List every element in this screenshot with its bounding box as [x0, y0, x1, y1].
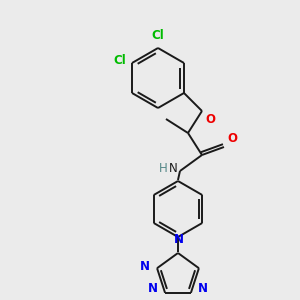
Text: N: N: [148, 282, 158, 295]
Text: N: N: [174, 233, 184, 246]
Text: O: O: [205, 113, 215, 126]
Text: N: N: [198, 282, 208, 295]
Text: H: H: [159, 163, 168, 176]
Text: N: N: [140, 260, 150, 273]
Text: Cl: Cl: [152, 29, 164, 42]
Text: N: N: [169, 163, 178, 176]
Text: O: O: [227, 132, 237, 145]
Text: Cl: Cl: [113, 55, 126, 68]
